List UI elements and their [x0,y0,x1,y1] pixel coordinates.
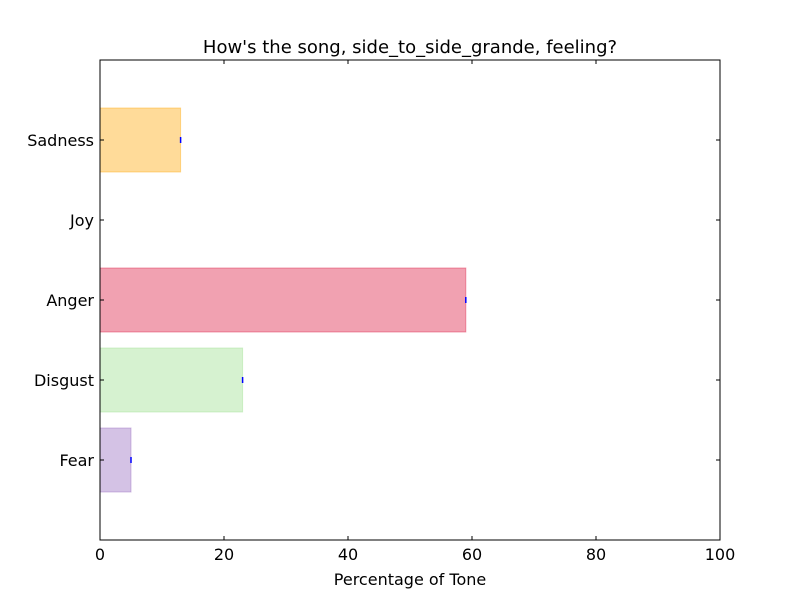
bar-sadness [99,107,182,173]
bar-fear [99,427,132,493]
x-axis-label: Percentage of Tone [334,570,486,589]
bar-disgust [99,347,244,413]
x-tick-label-100: 100 [705,545,736,564]
x-tick-label-60: 60 [462,545,482,564]
y-tick-label-joy: Joy [69,211,94,230]
y-tick-label-anger: Anger [46,291,94,310]
x-tick-label-40: 40 [338,545,358,564]
x-tick-label-20: 20 [214,545,234,564]
y-ticks: Fear Disgust Anger Joy Sadness [27,131,720,470]
y-tick-label-sadness: Sadness [27,131,94,150]
x-tick-label-80: 80 [586,545,606,564]
chart-title: How's the song, side_to_side_grande, fee… [203,37,617,58]
bars-group [99,107,467,493]
x-tick-label-0: 0 [95,545,105,564]
y-tick-label-fear: Fear [59,451,94,470]
y-tick-label-disgust: Disgust [34,371,94,390]
plot-frame [99,59,721,541]
bar-anger [99,267,467,333]
